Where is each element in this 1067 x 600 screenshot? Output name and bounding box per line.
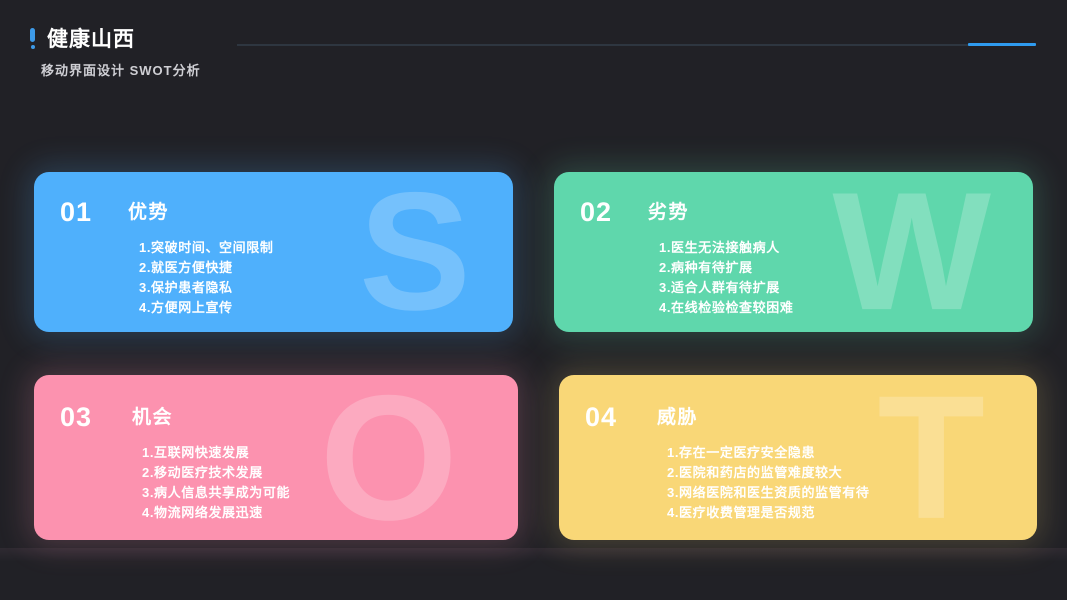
list-item: 4.在线检验检查较困难 (659, 300, 794, 315)
page-subtitle: 移动界面设计 SWOT分析 (41, 63, 201, 78)
card-number: 02 (580, 197, 613, 227)
swot-card-weaknesses[interactable]: W 02 劣势 1.医生无法接触病人 2.病种有待扩展 3.适合人群有待扩展 4… (554, 172, 1033, 332)
card-title: 优势 (128, 202, 170, 223)
list-item: 1.医生无法接触病人 (659, 240, 780, 255)
card-item-list: 1.医生无法接触病人 2.病种有待扩展 3.适合人群有待扩展 4.在线检验检查较… (659, 238, 793, 318)
list-item: 1.存在一定医疗安全隐患 (667, 445, 816, 460)
header-divider (237, 44, 1000, 46)
card-item-list: 1.突破时间、空间限制 2.就医方便快捷 3.保护患者隐私 4.方便网上宣传 (139, 238, 273, 318)
exclamation-accent-icon (28, 28, 38, 52)
watermark-letter-o: O (319, 375, 458, 540)
list-item: 1.突破时间、空间限制 (139, 240, 274, 255)
card-title: 机会 (132, 407, 174, 428)
list-item: 2.病种有待扩展 (659, 260, 753, 275)
watermark-letter-t: T (877, 375, 985, 540)
list-item: 4.医疗收费管理是否规范 (667, 505, 816, 520)
list-item: 3.保护患者隐私 (139, 280, 233, 295)
card-title: 威胁 (657, 407, 699, 428)
card-number: 03 (60, 402, 93, 432)
list-item: 3.病人信息共享成为可能 (142, 485, 291, 500)
list-item: 1.互联网快速发展 (142, 445, 250, 460)
card-item-list: 1.存在一定医疗安全隐患 2.医院和药店的监管难度较大 3.网络医院和医生资质的… (667, 443, 869, 523)
page-title: 健康山西 (47, 28, 135, 51)
list-item: 3.适合人群有待扩展 (659, 280, 780, 295)
list-item: 2.移动医疗技术发展 (142, 465, 263, 480)
list-item: 4.方便网上宣传 (139, 300, 233, 315)
header-accent-bar (968, 43, 1036, 46)
watermark-letter-w: W (832, 172, 991, 332)
card-number: 01 (60, 197, 93, 227)
card-item-list: 1.互联网快速发展 2.移动医疗技术发展 3.病人信息共享成为可能 4.物流网络… (142, 443, 290, 523)
swot-card-opportunities[interactable]: O 03 机会 1.互联网快速发展 2.移动医疗技术发展 3.病人信息共享成为可… (34, 375, 518, 540)
slide-header: 健康山西 移动界面设计 SWOT分析 (0, 0, 1067, 100)
swot-card-threats[interactable]: T 04 威胁 1.存在一定医疗安全隐患 2.医院和药店的监管难度较大 3.网络… (559, 375, 1037, 540)
list-item: 4.物流网络发展迅速 (142, 505, 263, 520)
list-item: 3.网络医院和医生资质的监管有待 (667, 485, 870, 500)
watermark-letter-s: S (358, 172, 471, 332)
list-item: 2.医院和药店的监管难度较大 (667, 465, 843, 480)
card-number: 04 (585, 402, 618, 432)
swot-card-strengths[interactable]: S 01 优势 1.突破时间、空间限制 2.就医方便快捷 3.保护患者隐私 4.… (34, 172, 513, 332)
brand-row: 健康山西 (28, 28, 135, 52)
list-item: 2.就医方便快捷 (139, 260, 233, 275)
card-title: 劣势 (648, 202, 690, 223)
